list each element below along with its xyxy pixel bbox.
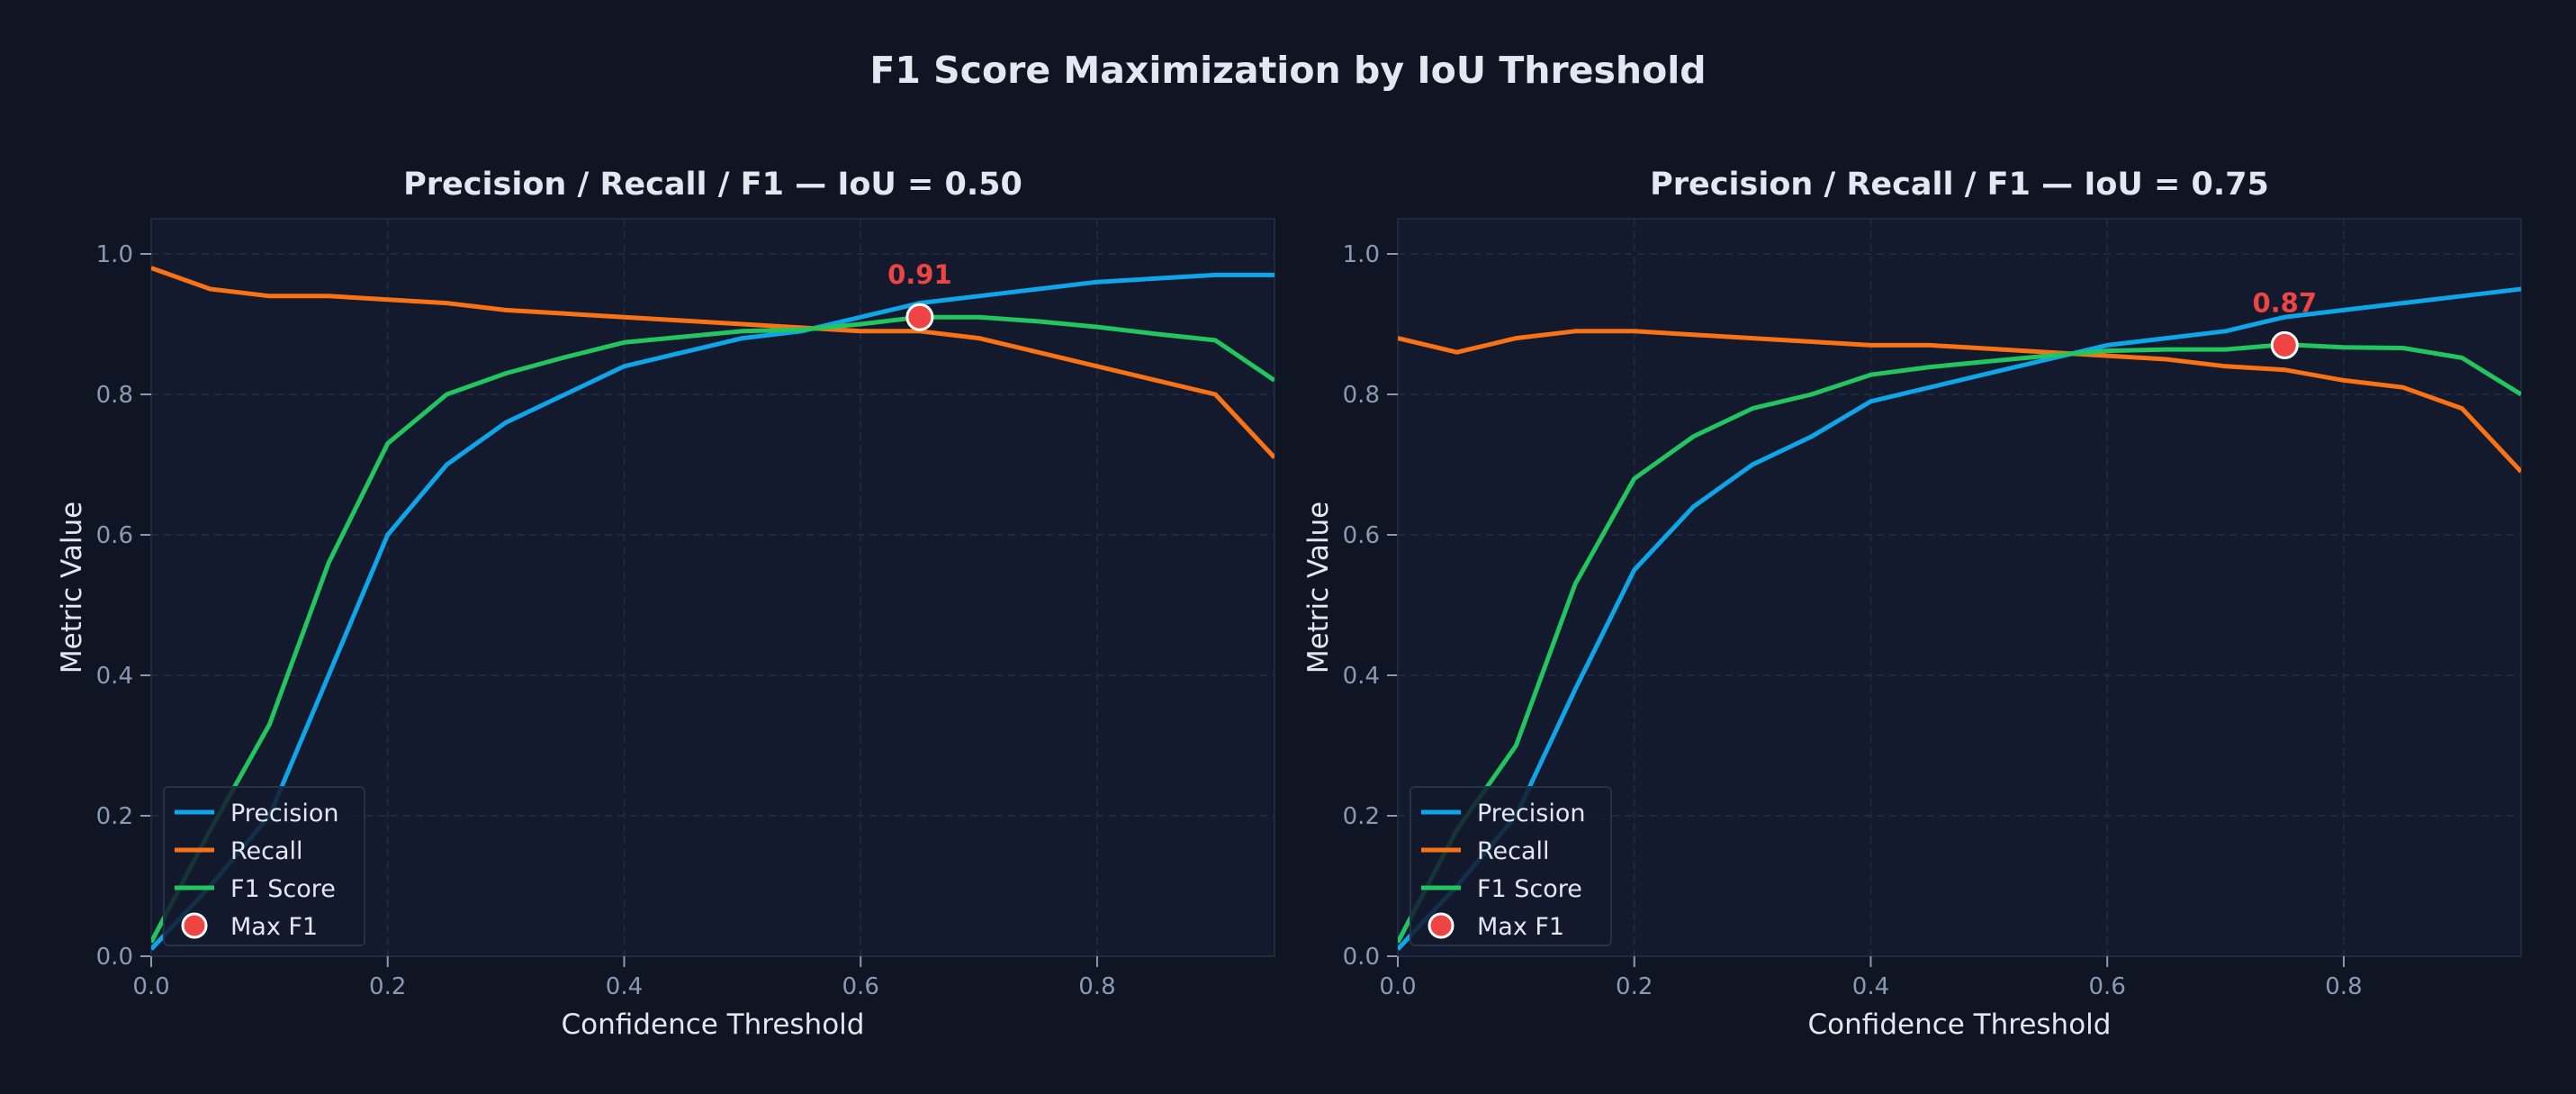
legend-item: Recall (1421, 837, 1550, 865)
legend-item: F1 Score (175, 875, 336, 903)
subplot-title: Precision / Recall / F1 — IoU = 0.50 (403, 167, 1022, 203)
max-f1-marker (2270, 330, 2299, 359)
y-tick-label: 0.6 (1343, 522, 1380, 549)
y-tick-label: 0.8 (96, 382, 133, 409)
y-tick-label: 0.4 (96, 663, 133, 690)
x-tick-label: 0.0 (132, 973, 169, 1000)
figure-title: F1 Score Maximization by IoU Threshold (869, 49, 1706, 92)
x-tick-label: 0.8 (2325, 973, 2362, 1000)
y-tick-label: 0.0 (1343, 944, 1380, 971)
legend-label: Recall (230, 837, 303, 865)
y-tick-label: 1.0 (96, 241, 133, 268)
max-f1-marker (905, 303, 934, 331)
plot-lines (1398, 286, 2521, 951)
y-tick-label: 0.8 (1343, 382, 1380, 409)
legend-label: Max F1 (230, 913, 318, 941)
y-tick-label: 0.0 (96, 944, 133, 971)
legend-item: F1 Score (1421, 875, 1582, 903)
series-line-precision (151, 272, 1274, 951)
legend-label: F1 Score (1477, 875, 1582, 903)
legend: Precision Recall F1 Score Max F1 (163, 786, 365, 946)
legend-item: Max F1 (1428, 912, 1564, 941)
x-tick-label: 0.2 (369, 973, 406, 1000)
legend-item: Recall (175, 837, 303, 865)
legend-label: Recall (1477, 837, 1550, 865)
series-line-precision (1398, 286, 2521, 951)
x-axis-label: Confidence Threshold (562, 1008, 865, 1041)
x-axis-label: Confidence Threshold (1808, 1008, 2112, 1041)
legend-label: Max F1 (1477, 913, 1564, 941)
max-f1-label: 0.91 (887, 259, 952, 290)
y-tick-label: 0.4 (1343, 663, 1380, 690)
legend-swatch (181, 912, 208, 939)
y-tick-label: 0.2 (96, 803, 133, 830)
subplot-title: Precision / Recall / F1 — IoU = 0.75 (1650, 167, 2269, 203)
max-f1-label: 0.87 (2252, 287, 2317, 318)
x-tick-label: 0.2 (1616, 973, 1653, 1000)
series-line-recall (151, 266, 1274, 459)
legend-box (163, 786, 365, 946)
legend-label: F1 Score (230, 875, 336, 903)
x-tick-label: 0.0 (1379, 973, 1416, 1000)
subplot-2: 0.0 0.2 0.4 0.6 0.8 1.0 0.0 0.2 0.4 0.6 0.8 Precisi… (1302, 167, 2522, 1041)
legend-item: Max F1 (181, 912, 318, 941)
legend-label: Precision (230, 800, 338, 827)
series-line-f1-score (151, 314, 1274, 944)
series-line-recall (1398, 329, 2521, 474)
y-tick-label: 1.0 (1343, 241, 1380, 268)
legend-label: Precision (1477, 800, 1585, 827)
x-tick-label: 0.6 (2089, 973, 2126, 1000)
subplot-1: 0.0 0.2 0.4 0.6 0.8 1.0 0.0 0.2 0.4 0.6 0.8 Precisi… (56, 167, 1275, 1041)
x-tick-label: 0.4 (606, 973, 643, 1000)
y-axis-label: Metric Value (1302, 502, 1335, 674)
series-line-f1-score (1398, 342, 2521, 944)
legend-item: Precision (1421, 800, 1585, 827)
legend: Precision Recall F1 Score Max F1 (1410, 786, 1612, 946)
x-tick-label: 0.6 (842, 973, 879, 1000)
y-tick-label: 0.2 (1343, 803, 1380, 830)
x-tick-label: 0.4 (1852, 973, 1889, 1000)
y-tick-label: 0.6 (96, 522, 133, 549)
legend-item: Precision (175, 800, 338, 827)
legend-box (1410, 786, 1612, 946)
legend-swatch (1428, 912, 1455, 939)
x-tick-label: 0.8 (1078, 973, 1115, 1000)
plot-lines (151, 266, 1274, 951)
y-axis-label: Metric Value (56, 502, 88, 674)
